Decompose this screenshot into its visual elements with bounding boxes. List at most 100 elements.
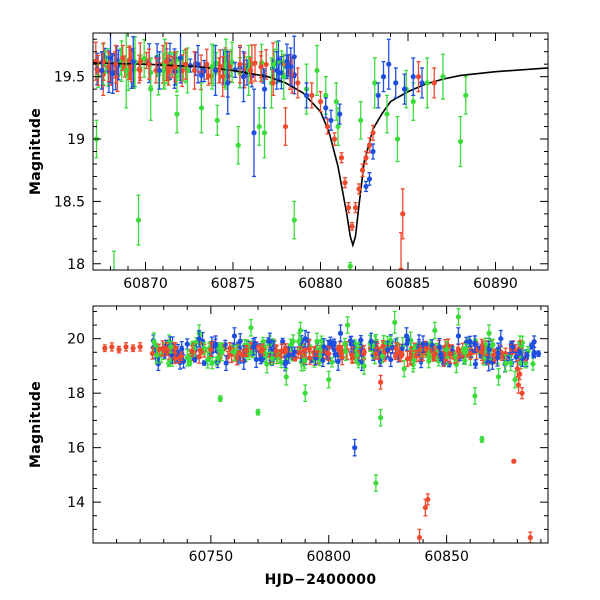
data-point [394, 136, 401, 142]
data-point [154, 352, 160, 358]
data-point [363, 155, 369, 161]
data-point [165, 68, 172, 75]
data-point [174, 111, 180, 117]
data-point [379, 353, 385, 359]
data-point [531, 339, 537, 345]
data-point [302, 390, 308, 396]
data-point [317, 99, 324, 105]
data-point [333, 99, 339, 105]
data-point [227, 345, 233, 351]
data-point [323, 92, 329, 98]
data-point [231, 333, 238, 339]
data-point [302, 336, 308, 342]
data-point [172, 64, 178, 70]
data-point [301, 356, 307, 362]
data-point [331, 347, 337, 353]
data-point [212, 341, 219, 347]
data-point [512, 376, 518, 383]
data-point [267, 338, 273, 345]
data-point [368, 338, 374, 345]
data-point [472, 361, 479, 367]
data-point [358, 337, 364, 343]
data-point [237, 61, 243, 67]
data-point [426, 354, 433, 361]
data-point [432, 351, 438, 357]
data-point [455, 333, 462, 339]
data-point [130, 345, 136, 351]
data-point [281, 74, 287, 80]
data-point [491, 352, 497, 358]
data-point [269, 355, 275, 361]
data-point [463, 92, 469, 98]
data-point [347, 263, 353, 269]
data-point [198, 72, 205, 78]
data-point [514, 366, 520, 372]
data-point [392, 319, 398, 325]
x-tick-label: 60875 [211, 276, 256, 292]
data-point [372, 80, 378, 86]
data-point [109, 344, 115, 350]
data-point [303, 92, 310, 98]
data-point [511, 458, 517, 464]
data-point [212, 67, 219, 74]
y-tick-label: 18 [67, 257, 85, 273]
data-point [261, 130, 268, 136]
data-point [530, 361, 536, 367]
x-axis-title: HJD−2400000 [265, 572, 377, 588]
data-point [198, 105, 205, 111]
data-point [370, 130, 376, 136]
data-point [163, 59, 170, 65]
data-point [201, 345, 207, 352]
data-point [214, 117, 220, 123]
data-point [111, 274, 116, 279]
data-point [255, 409, 261, 415]
data-point [278, 70, 285, 76]
data-point [283, 374, 289, 380]
data-point [486, 330, 492, 336]
data-point [345, 205, 352, 211]
data-point [432, 327, 438, 334]
series-red [102, 342, 533, 543]
data-point [137, 59, 143, 65]
data-point [380, 74, 387, 80]
data-point [191, 67, 198, 74]
data-point [178, 353, 184, 359]
data-point [290, 338, 296, 344]
y-tick-label: 20 [67, 332, 85, 348]
data-point [410, 99, 416, 105]
series-green [154, 308, 518, 492]
data-point [358, 117, 364, 123]
x-tick-label: 60850 [424, 549, 469, 565]
data-point [258, 64, 264, 70]
data-point [366, 176, 373, 182]
data-point [331, 340, 337, 346]
data-point [393, 345, 399, 352]
data-point [323, 105, 329, 111]
data-point [291, 217, 297, 223]
data-point [373, 480, 379, 486]
plot-frame [92, 305, 549, 544]
x-tick-label: 60870 [123, 276, 168, 292]
data-point [201, 360, 207, 366]
data-point [279, 348, 285, 354]
data-point [515, 382, 522, 388]
data-point [472, 341, 478, 347]
data-point [420, 341, 426, 347]
data-point [314, 67, 320, 74]
data-point [356, 186, 362, 192]
y-tick-label: 18 [67, 386, 85, 402]
data-point [363, 183, 369, 190]
data-point [270, 80, 276, 86]
data-point [291, 54, 297, 60]
data-point [196, 354, 202, 360]
data-point [113, 61, 119, 67]
data-point [247, 67, 254, 74]
data-point [240, 74, 247, 80]
x-tick-label: 60890 [473, 276, 518, 292]
data-point [215, 355, 221, 361]
data-point [172, 355, 178, 361]
data-point [183, 61, 189, 67]
data-point [349, 223, 355, 229]
data-point [472, 393, 478, 399]
